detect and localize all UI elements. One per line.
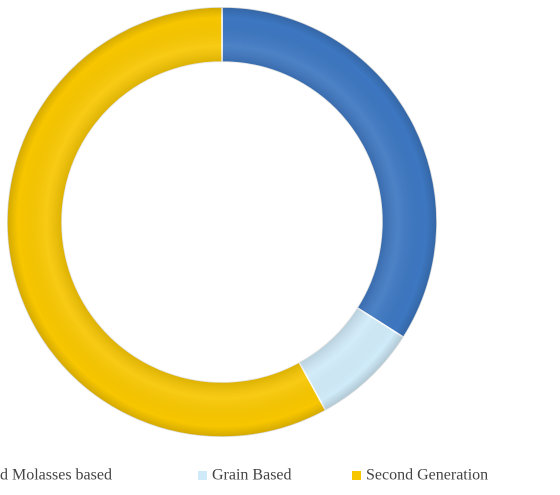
legend-label: d Molasses based [0,467,112,484]
legend-label: Second Generation [366,467,488,484]
legend-swatch [198,471,207,480]
donut-segment [221,6,438,339]
legend-label: Grain Based [212,467,292,484]
legend-swatch [352,471,361,480]
